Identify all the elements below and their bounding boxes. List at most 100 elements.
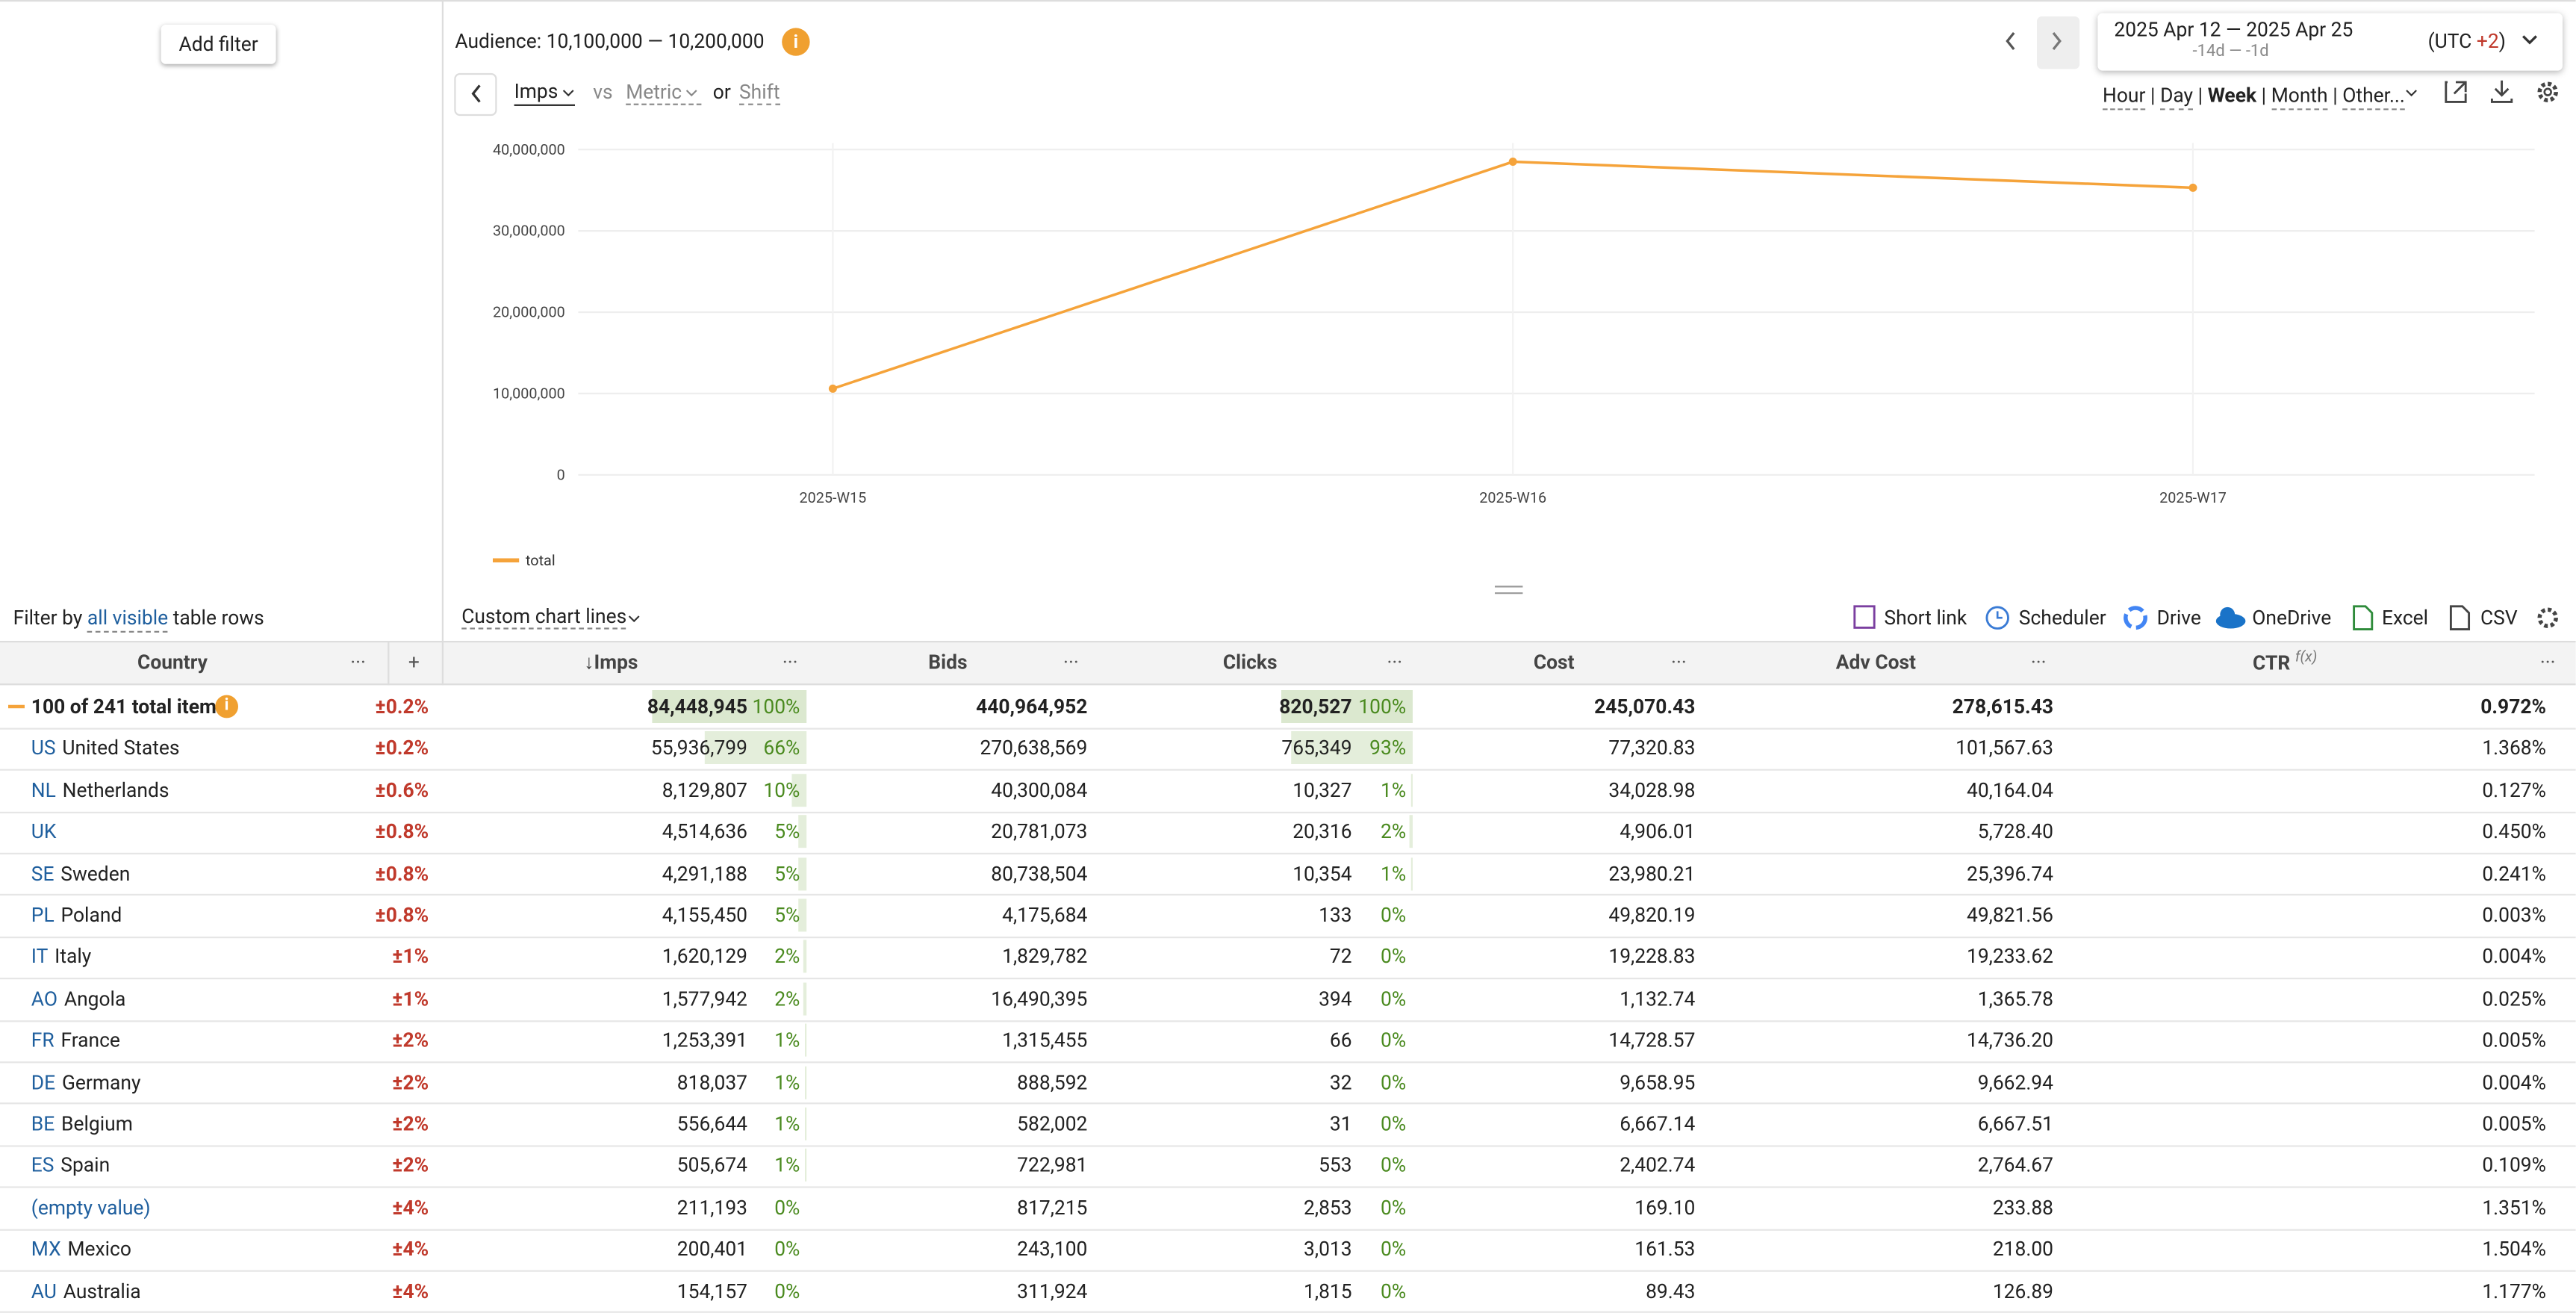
cell: 394 [1319,987,1352,1011]
date-range[interactable]: 2025 Apr 12 — 2025 Apr 25 [2114,18,2353,41]
country-code[interactable]: ES [31,1154,55,1178]
country-code[interactable]: SE [31,862,55,885]
country-code[interactable]: UK [31,820,57,844]
percent-bar [803,940,807,974]
cell: 80,738,504 [991,862,1088,885]
granularity-option[interactable]: Other... [2342,84,2405,111]
cell: 1,577,942 [662,987,747,1011]
back-icon[interactable] [471,84,481,103]
info-icon[interactable]: i [215,695,238,718]
metric-primary[interactable]: Imps [514,81,575,106]
short-link-icon[interactable] [1853,605,1876,629]
country-code[interactable]: NL [31,778,56,802]
add-filter-button[interactable] [161,25,276,64]
export-option[interactable]: Short link [1884,606,1967,630]
date-picker[interactable] [2097,13,2563,71]
cell: 1,620,129 [662,945,747,969]
percent-bar [652,690,807,723]
column-menu[interactable]: ··· [350,651,366,674]
granularity-option[interactable]: Week [2207,84,2257,107]
cell: 1% [774,1070,800,1094]
cell: 1,365.78 [1977,987,2053,1011]
date-chevron[interactable] [2522,35,2537,45]
add-filter-label[interactable]: Add filter [178,33,258,56]
percent-bar [1410,815,1413,848]
settings-icon[interactable] [2537,81,2558,102]
next-icon[interactable] [2052,31,2062,51]
prev-icon[interactable] [2006,31,2015,51]
row-border [0,894,2576,896]
info-icon[interactable]: i [782,28,810,56]
column-header[interactable]: Adv Cost [1836,652,1916,671]
column-menu[interactable]: ··· [1063,651,1079,674]
cell: 2% [774,945,800,969]
table-settings-icon[interactable] [2537,607,2558,628]
point [828,384,837,393]
cell: 40,164.04 [1966,778,2053,802]
cell: 126.89 [1992,1279,2053,1303]
country-code[interactable]: PL [31,904,55,927]
custom-chart-lines[interactable]: Custom chart lines [461,606,627,630]
excel-icon[interactable] [2353,605,2374,631]
csv-icon[interactable] [2449,605,2471,631]
column-header[interactable]: ↓Imps [584,652,638,671]
chevron [2406,90,2417,97]
top-border [0,0,2576,2]
column-header[interactable]: Bids [928,652,967,671]
country-name: France [60,1028,120,1052]
column-menu[interactable]: ··· [782,651,798,674]
country-code[interactable]: DE [31,1070,56,1094]
cell: 0% [1380,1238,1407,1261]
country-code[interactable]: BE [31,1112,55,1136]
country-cell: US United States [31,739,180,758]
resize-handle[interactable] [1495,586,1523,595]
granularity-option[interactable]: Month [2271,84,2328,111]
cell: 100% [1358,695,1407,718]
back-button[interactable] [454,72,497,117]
export-option[interactable]: Excel [2382,606,2429,630]
column-header[interactable]: Country [137,651,208,674]
country-code[interactable]: MX [31,1238,61,1261]
granularity-option[interactable]: Hour [2103,84,2146,111]
column-header[interactable]: CTR f(x) [2253,651,2317,673]
drive-icon[interactable] [2124,606,2147,630]
separator: | [2197,84,2203,107]
cell: 23,980.21 [1608,862,1696,885]
row-border [0,936,2576,938]
export-option[interactable]: OneDrive [2252,606,2332,630]
column-title: Bids [928,651,968,674]
shift[interactable]: Shift [739,82,780,105]
granularity-option[interactable]: Day [2160,84,2194,111]
timezone[interactable]: (UTC +2) [2428,31,2506,51]
cell: 14,728.57 [1608,1028,1696,1052]
country-code[interactable]: (empty value) [31,1196,151,1219]
download-icon[interactable] [2490,80,2513,103]
cell: 4,155,450 [662,904,747,927]
column-menu[interactable]: ··· [1387,651,1403,674]
export-option[interactable]: CSV [2480,606,2518,630]
country-code[interactable]: FR [31,1028,55,1052]
column-header[interactable]: Cost [1534,652,1575,671]
column-menu[interactable]: ··· [2539,651,2556,674]
country-code[interactable]: IT [31,945,49,969]
cell: 0% [1380,1070,1407,1094]
percent-bar [803,982,807,1016]
cell: 1.351% [2482,1196,2546,1219]
country-code[interactable]: AU [31,1279,57,1303]
error-margin: ±1% [392,987,429,1011]
export-option[interactable]: Drive [2156,606,2201,630]
export-option[interactable]: Scheduler [2018,606,2106,630]
add-column[interactable]: + [408,651,420,674]
country-cell: PL Poland [31,905,122,925]
country-code[interactable]: AO [31,987,58,1011]
row-border [0,1270,2576,1272]
column-menu[interactable]: ··· [1671,651,1687,674]
scheduler-icon[interactable] [1985,606,2009,630]
all-visible-link[interactable]: all visible [87,606,169,633]
metric-compare[interactable]: Metric [626,82,702,105]
country-code[interactable]: US [31,736,56,760]
chevron [562,90,574,97]
column-menu[interactable]: ··· [2030,651,2047,674]
open-icon[interactable] [2445,81,2467,103]
column-header[interactable]: Clicks [1223,652,1278,671]
